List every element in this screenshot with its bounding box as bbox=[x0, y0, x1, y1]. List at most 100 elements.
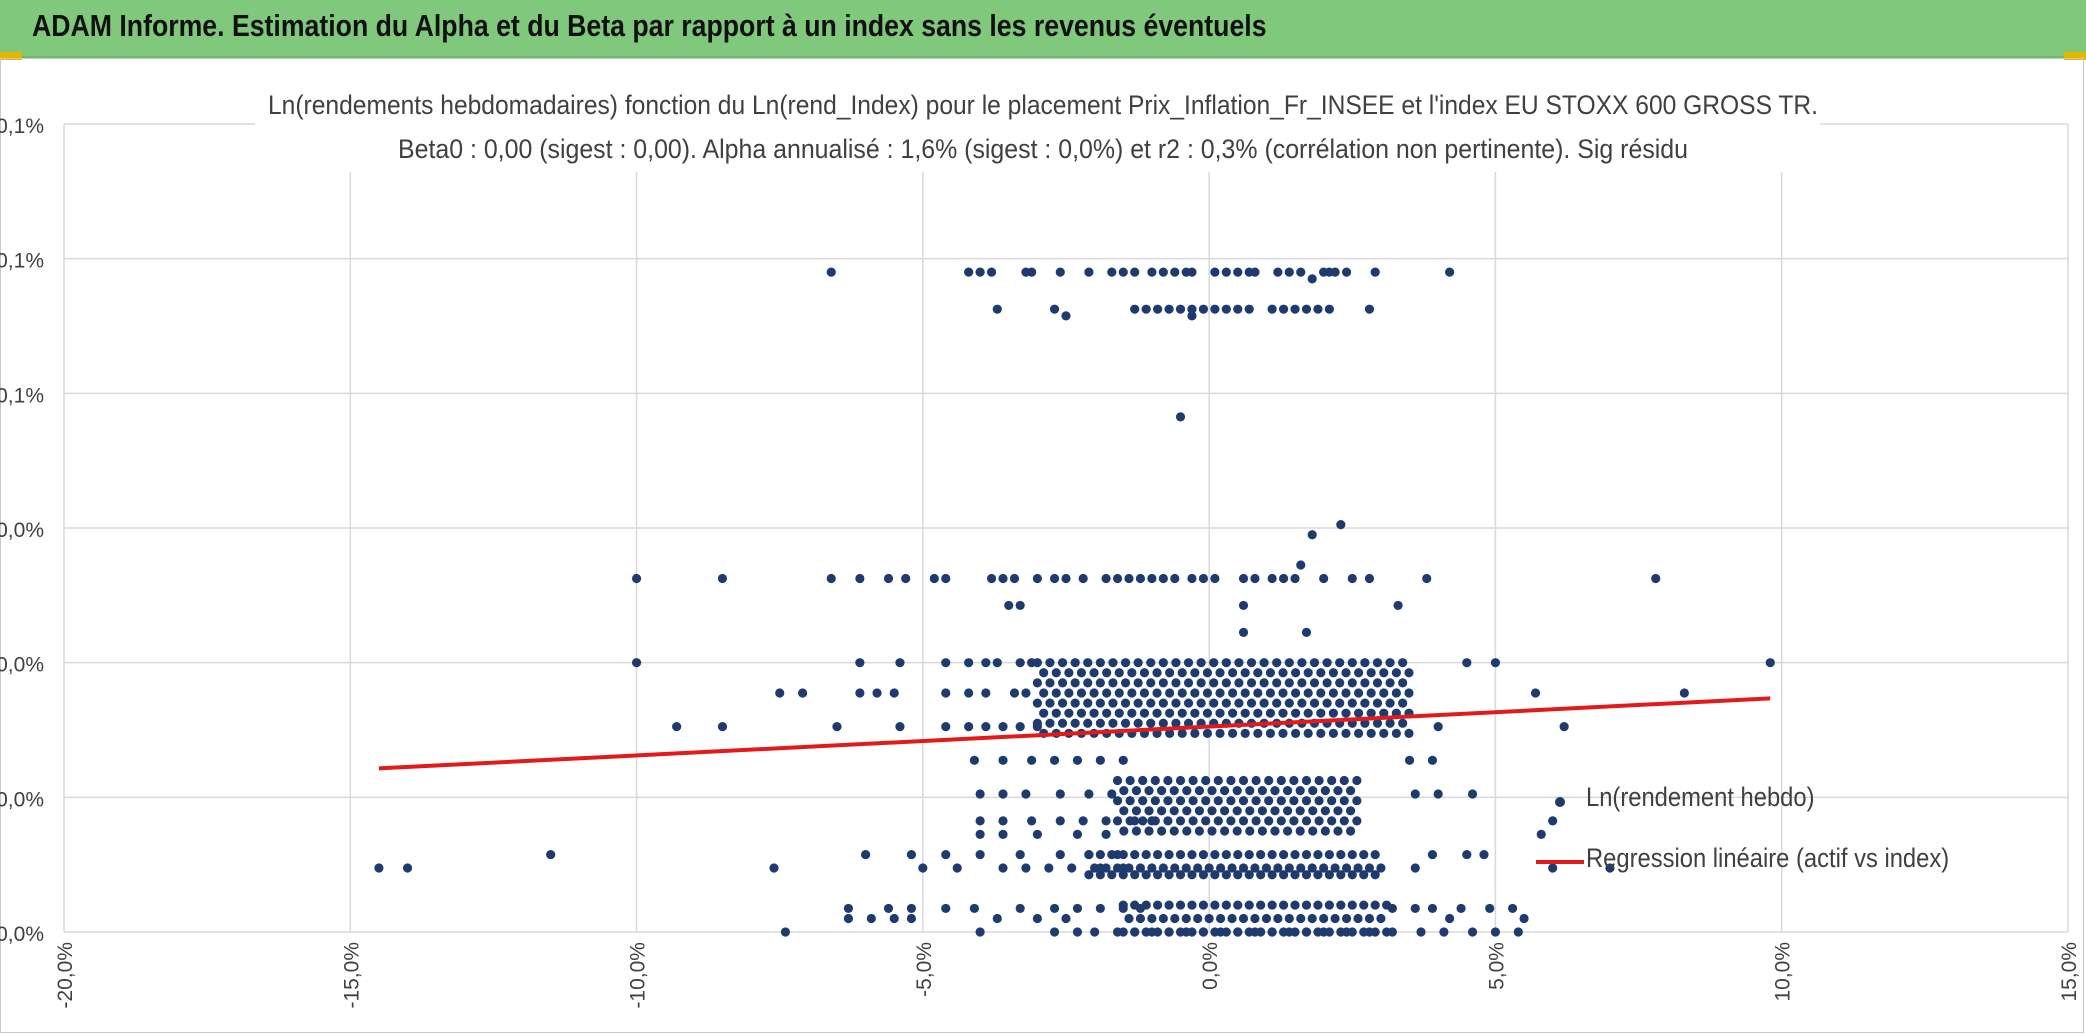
data-point bbox=[1193, 863, 1203, 873]
data-point bbox=[1324, 870, 1334, 880]
data-point bbox=[906, 903, 917, 914]
data-point bbox=[1278, 573, 1289, 584]
data-point bbox=[1164, 927, 1174, 937]
data-point bbox=[1072, 927, 1083, 937]
data-point bbox=[1291, 668, 1301, 678]
data-point bbox=[1175, 412, 1186, 422]
data-point bbox=[1108, 678, 1118, 688]
data-point bbox=[1215, 688, 1225, 698]
data-point bbox=[1284, 267, 1294, 277]
data-point bbox=[1245, 806, 1255, 816]
data-point bbox=[1027, 755, 1037, 765]
data-point bbox=[1276, 816, 1286, 826]
data-point bbox=[1244, 900, 1254, 910]
data-point bbox=[1112, 816, 1123, 826]
data-point bbox=[1120, 658, 1131, 668]
data-point bbox=[1171, 718, 1181, 728]
data-point bbox=[1427, 849, 1438, 860]
data-point bbox=[1147, 267, 1157, 277]
y-tick-label: 0,1% bbox=[0, 384, 44, 407]
data-point bbox=[1462, 849, 1472, 860]
data-point bbox=[1303, 728, 1313, 738]
data-point bbox=[1152, 688, 1162, 698]
data-point bbox=[1144, 806, 1154, 816]
data-point bbox=[1490, 658, 1501, 668]
data-point bbox=[1339, 816, 1349, 826]
data-point bbox=[1322, 698, 1332, 708]
data-point bbox=[1238, 796, 1249, 806]
data-point bbox=[1177, 728, 1187, 738]
data-point bbox=[1284, 913, 1294, 924]
data-point bbox=[1112, 775, 1123, 786]
data-point bbox=[1061, 913, 1071, 924]
data-point bbox=[1067, 863, 1077, 873]
data-point bbox=[1196, 658, 1206, 668]
data-point bbox=[1313, 304, 1323, 314]
data-point bbox=[1127, 668, 1137, 678]
data-point bbox=[1215, 913, 1226, 924]
data-point bbox=[1150, 775, 1160, 786]
data-point bbox=[1213, 816, 1223, 826]
x-tick-label: -10,0% bbox=[627, 942, 650, 1009]
data-point bbox=[1076, 688, 1087, 698]
data-point bbox=[1209, 678, 1219, 688]
data-point bbox=[1301, 927, 1312, 937]
data-point bbox=[1090, 927, 1100, 937]
data-point bbox=[1265, 688, 1276, 698]
data-point bbox=[1328, 688, 1338, 698]
data-point bbox=[1055, 816, 1065, 826]
data-point bbox=[1253, 728, 1263, 738]
data-point bbox=[1215, 668, 1225, 678]
data-point bbox=[1138, 796, 1148, 806]
data-point bbox=[1119, 806, 1129, 816]
data-point bbox=[1165, 688, 1175, 698]
data-point bbox=[1124, 913, 1134, 924]
data-point bbox=[1427, 755, 1438, 765]
data-point bbox=[1157, 826, 1167, 836]
data-point bbox=[1313, 927, 1323, 937]
data-point bbox=[1359, 900, 1369, 910]
data-point bbox=[998, 722, 1008, 732]
data-point bbox=[1049, 755, 1060, 765]
data-point bbox=[1308, 806, 1318, 816]
data-point bbox=[1181, 913, 1191, 924]
data-point bbox=[1273, 863, 1283, 873]
data-point bbox=[1101, 816, 1111, 826]
data-point bbox=[402, 863, 413, 873]
data-point bbox=[826, 573, 836, 584]
data-point bbox=[1158, 678, 1168, 688]
data-point bbox=[1330, 863, 1340, 873]
data-point bbox=[1107, 789, 1117, 799]
data-point bbox=[1245, 786, 1255, 796]
data-point bbox=[1246, 698, 1257, 708]
data-point bbox=[1232, 826, 1242, 836]
data-point bbox=[1309, 698, 1320, 708]
data-point bbox=[1307, 530, 1317, 540]
data-point bbox=[1198, 870, 1209, 880]
data-point bbox=[1313, 900, 1323, 910]
data-point bbox=[1264, 816, 1274, 826]
data-point bbox=[1032, 718, 1042, 728]
data-point bbox=[1164, 870, 1174, 880]
data-point bbox=[1089, 668, 1099, 678]
data-point bbox=[1479, 849, 1489, 860]
data-point bbox=[1175, 775, 1186, 786]
data-point bbox=[1327, 775, 1337, 786]
data-point bbox=[1382, 927, 1392, 937]
data-point bbox=[1064, 708, 1074, 718]
data-point bbox=[1284, 658, 1294, 668]
data-point bbox=[1485, 903, 1495, 914]
data-point bbox=[1221, 849, 1231, 860]
data-point bbox=[1240, 668, 1250, 678]
data-point bbox=[1158, 573, 1168, 584]
data-point bbox=[1339, 775, 1349, 786]
data-point bbox=[1295, 826, 1305, 836]
data-point bbox=[1175, 849, 1186, 860]
data-point bbox=[1135, 573, 1146, 584]
data-point bbox=[941, 903, 951, 914]
data-point bbox=[1138, 816, 1148, 826]
data-point bbox=[1376, 863, 1386, 873]
data-point bbox=[1364, 863, 1375, 873]
data-point bbox=[1347, 678, 1357, 688]
